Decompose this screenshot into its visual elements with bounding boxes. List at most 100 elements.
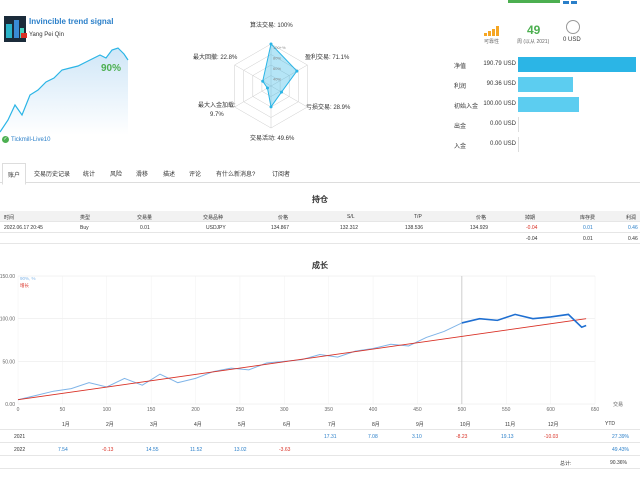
metric-value: 190.79 USD [483, 61, 516, 67]
radar-ring-label: 100+% [273, 45, 286, 50]
radar-point [265, 86, 269, 90]
metric-label: 出金 [454, 124, 467, 130]
tab-account[interactable]: 账户 [2, 163, 27, 185]
month-value: 17.31 [324, 434, 337, 440]
total-row: 总计: 90.36% [0, 456, 640, 469]
table-row[interactable]: 2022.06.17 20:45 Buy 0.01 USDJPY 134.867… [0, 222, 640, 233]
metric-row: 入金 0.00 USD [440, 135, 640, 155]
radar-chart: 100+% 80% 60% 40% [234, 42, 308, 129]
radar-point [280, 90, 284, 94]
radar-point [269, 42, 273, 46]
tab-news[interactable]: 有什么新消息? [216, 172, 256, 178]
tab-slippage[interactable]: 滑移 [136, 172, 149, 178]
month-value: -8.23 [456, 434, 468, 440]
signal-header: Invincible trend signal Yang Pei Qin 90%… [0, 0, 640, 152]
metric-bar [518, 77, 574, 92]
x-tick-label: 650 [591, 407, 600, 413]
server-name[interactable]: ✓ Tickmill-Live10 [2, 136, 50, 143]
metric-bar [518, 57, 636, 72]
table-total-row: -0.04 0.01 0.46 [0, 233, 640, 244]
month-label: 1月 [62, 422, 70, 428]
weeks-label: 周 (以从 2021) [517, 39, 550, 45]
x-tick-label: 300 [280, 407, 289, 413]
x-tick-label: 0 [17, 407, 20, 413]
series-line-1 [17, 318, 587, 401]
tab-reviews[interactable]: 评论 [189, 172, 202, 178]
year-label: 2021 [14, 434, 26, 440]
metric-bar [518, 97, 580, 112]
growth-percent: 90% [101, 63, 122, 74]
x-tick-label: 250 [236, 407, 245, 413]
total-label: 总计: [560, 461, 572, 467]
metric-row: 净值 190.79 USD [440, 55, 640, 75]
metric-label: 净值 [454, 64, 467, 70]
x-tick-label: 500 [458, 407, 467, 413]
metric-row: 出金 0.00 USD [440, 115, 640, 135]
year-row: 2021 17.31 7.08 3.10 -8.23 19.13 -10.03 27.39% [0, 430, 640, 443]
radar-ring-label: 80% [273, 56, 281, 61]
weeks-count: 49 [527, 23, 541, 37]
year-row: 2022 7.54 -0.13 14.55 11.52 13.02 -3.63 49.43% [0, 443, 640, 456]
x-axis-label: 交易 [613, 401, 623, 408]
x-tick-label: 200 [191, 407, 200, 413]
social-share[interactable] [563, 0, 583, 4]
x-tick-label: 450 [413, 407, 422, 413]
radar-ring-label: 60% [273, 66, 281, 71]
month-label: 8月 [372, 422, 380, 428]
month-label: 10月 [460, 422, 471, 428]
tab-description[interactable]: 描述 [163, 172, 176, 178]
radar-point [261, 79, 265, 83]
signal-title[interactable]: Invincible trend signal [29, 17, 114, 26]
month-label: 5月 [238, 422, 246, 428]
tab-bar: 账户 交易历史记录 统计 风险 滑移 描述 评论 有什么新消息? 订阅者 [0, 163, 640, 185]
metric-value: 0.00 USD [489, 141, 516, 147]
metric-row: 利润 90.36 USD [440, 75, 640, 95]
radar-spoke [234, 85, 272, 108]
month-value: 3.10 [412, 434, 422, 440]
reliability-label: 可靠性 [484, 39, 500, 45]
radar-points [261, 42, 299, 109]
x-tick-label: 100 [103, 407, 112, 413]
tab-risk[interactable]: 风险 [110, 172, 123, 178]
month-value: 11.52 [190, 447, 203, 453]
legend-entry: 增长 [20, 282, 29, 289]
tab-history[interactable]: 交易历史记录 [34, 172, 71, 178]
author-name[interactable]: Yang Pei Qin [29, 32, 64, 38]
y-tick-label: 50.00 [2, 359, 15, 365]
radar-grid [234, 43, 308, 129]
month-value: 14.55 [146, 447, 159, 453]
holdings-title: 持仓 [312, 195, 328, 204]
flag-icon [21, 33, 27, 38]
metric-row: 初始入金 100.00 USD [440, 95, 640, 115]
subscribe-bar[interactable] [508, 0, 560, 3]
x-tick-label: 350 [325, 407, 334, 413]
month-label: YTD [605, 421, 615, 427]
radar-point [295, 69, 299, 73]
y-tick-label: 150.00 [0, 274, 15, 280]
ytd-value: 49.43% [612, 447, 629, 453]
x-tick-label: 50 [60, 407, 66, 413]
tab-statistics[interactable]: 统计 [83, 172, 96, 178]
legend-entry: 90%, % [20, 276, 36, 281]
month-label: 2月 [106, 422, 114, 428]
series-line-recent [461, 313, 587, 329]
x-tick-label: 150 [147, 407, 156, 413]
growth-chart: 0.00 50.00 100.00 150.00 0 50 100 150 200 250 300 3… [0, 274, 623, 413]
tab-subscribers[interactable]: 订阅者 [272, 172, 291, 178]
holdings-table: 时间 类型 交易量 交易品种 价格 S/L T/P 价格 掉期 库存费 利润 2… [0, 211, 640, 244]
radar-ring-labels: 100+% 80% 60% 40% [273, 45, 286, 82]
metric-value: 100.00 USD [483, 101, 516, 107]
radar-spoke [234, 64, 272, 87]
year-label: 2022 [14, 447, 26, 453]
radar-label-deposit: 最大入金加载: 9.7% [198, 103, 236, 118]
radar-label-activity: 交易活动: 49.6% [250, 136, 295, 142]
month-value: -3.63 [279, 447, 291, 453]
growth-title: 成长 [312, 261, 328, 270]
radar-label-profit: 盈利交易: 71.1% [305, 55, 350, 61]
month-value: 7.54 [58, 447, 68, 453]
month-value: 13.02 [234, 447, 247, 453]
metric-label: 入金 [454, 144, 467, 150]
x-tick-label: 600 [546, 407, 555, 413]
month-value: -0.13 [102, 447, 114, 453]
server-label: Tickmill-Live10 [11, 137, 51, 144]
